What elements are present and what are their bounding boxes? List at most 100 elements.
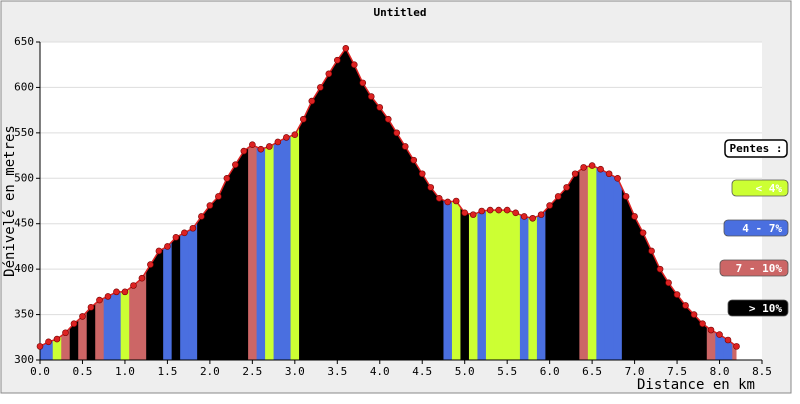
slope-stripe bbox=[307, 48, 317, 360]
legend-swatch bbox=[723, 219, 789, 237]
point bbox=[172, 234, 180, 241]
legend-label: 4 - 7% bbox=[742, 222, 782, 235]
slope-stripe bbox=[248, 48, 258, 360]
point bbox=[79, 313, 86, 320]
point bbox=[325, 70, 333, 78]
x-tick-label: 8.5 bbox=[752, 365, 772, 378]
slope-stripe bbox=[417, 48, 427, 360]
x-tick-label: 2.5 bbox=[242, 365, 262, 378]
point bbox=[138, 274, 146, 282]
legend-swatch bbox=[731, 179, 789, 197]
slope-stripe bbox=[367, 48, 377, 360]
x-tick-label: 0.0 bbox=[30, 365, 50, 378]
x-tick-label: 1.0 bbox=[115, 365, 135, 378]
point bbox=[588, 162, 596, 169]
x-tick-label: 6.0 bbox=[540, 365, 560, 378]
x-tick-label: 6.5 bbox=[582, 365, 602, 378]
x-tick-label: 4.0 bbox=[370, 365, 390, 378]
slope-stripe bbox=[596, 48, 606, 360]
slope-stripe bbox=[570, 48, 580, 360]
point bbox=[181, 229, 188, 237]
slope-stripe bbox=[265, 48, 275, 360]
point bbox=[639, 229, 647, 237]
legend-swatch bbox=[727, 299, 789, 317]
y-axis-label: Dénivelé en metres bbox=[2, 125, 18, 277]
point bbox=[469, 211, 477, 218]
point bbox=[257, 145, 265, 153]
point bbox=[554, 193, 562, 200]
point bbox=[597, 165, 604, 173]
slope-stripe bbox=[392, 48, 402, 360]
point bbox=[707, 326, 715, 334]
point bbox=[486, 206, 494, 214]
slope-stripe bbox=[434, 48, 444, 360]
point bbox=[478, 207, 485, 215]
point bbox=[113, 288, 120, 296]
y-tick-label: 300 bbox=[14, 353, 34, 366]
slope-stripe bbox=[341, 48, 351, 360]
point bbox=[410, 156, 418, 164]
y-tick-label: 350 bbox=[14, 308, 34, 321]
x-tick-label: 5.0 bbox=[455, 365, 475, 378]
x-tick-label: 5.5 bbox=[497, 365, 517, 378]
y-tick-label: 600 bbox=[14, 80, 34, 93]
x-tick-label: 8.0 bbox=[710, 365, 730, 378]
legend-title: Pentes : bbox=[730, 142, 783, 155]
slope-stripe bbox=[273, 48, 283, 360]
slope-stripe bbox=[282, 48, 292, 360]
point bbox=[87, 304, 95, 311]
slope-stripe bbox=[587, 48, 597, 360]
point bbox=[682, 302, 689, 309]
point bbox=[223, 174, 231, 182]
point bbox=[333, 56, 341, 64]
point bbox=[121, 288, 129, 296]
chart-title: Untitled bbox=[374, 6, 427, 19]
point bbox=[96, 296, 103, 304]
slope-stripe bbox=[358, 48, 368, 360]
point bbox=[376, 104, 384, 111]
slope-stripe bbox=[239, 48, 249, 360]
y-tick-label: 450 bbox=[14, 217, 34, 230]
slope-stripe bbox=[333, 48, 343, 360]
point bbox=[393, 129, 401, 137]
legend-label: > 10% bbox=[749, 302, 782, 315]
slope-stripe bbox=[426, 48, 436, 360]
point bbox=[401, 143, 409, 150]
slope-stripe bbox=[350, 48, 360, 360]
point bbox=[495, 206, 502, 214]
slope-stripe bbox=[324, 48, 334, 360]
x-tick-label: 4.5 bbox=[412, 365, 432, 378]
y-tick-label: 400 bbox=[14, 262, 34, 275]
point bbox=[189, 224, 197, 232]
point bbox=[342, 45, 350, 52]
point bbox=[215, 193, 222, 200]
point bbox=[452, 197, 460, 205]
point bbox=[716, 331, 723, 338]
point bbox=[240, 147, 248, 155]
point bbox=[104, 293, 112, 300]
point bbox=[529, 214, 536, 222]
y-tick-label: 550 bbox=[14, 126, 34, 139]
slope-stripe bbox=[409, 48, 419, 360]
point bbox=[164, 243, 171, 250]
point bbox=[699, 320, 706, 327]
point bbox=[198, 213, 205, 220]
slope-stripe bbox=[316, 48, 326, 360]
point bbox=[622, 193, 630, 200]
point bbox=[435, 194, 443, 202]
legend-label: < 4% bbox=[756, 182, 783, 195]
slope-stripe bbox=[290, 48, 300, 360]
point bbox=[427, 184, 435, 191]
point bbox=[444, 198, 452, 206]
point bbox=[155, 247, 163, 255]
point bbox=[300, 115, 307, 123]
point bbox=[563, 184, 570, 191]
point bbox=[733, 343, 740, 350]
slope-stripe bbox=[553, 48, 563, 360]
point bbox=[503, 206, 511, 214]
point bbox=[690, 311, 698, 318]
point bbox=[546, 202, 553, 209]
x-axis-label: Distance en km bbox=[637, 377, 755, 393]
slope-stripe bbox=[579, 48, 589, 360]
